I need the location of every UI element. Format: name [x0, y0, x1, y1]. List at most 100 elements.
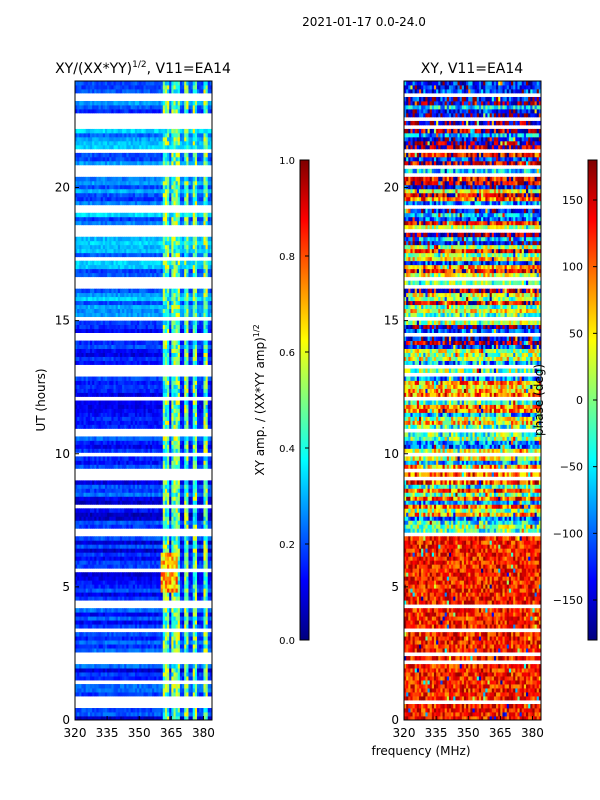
heatmap-cell: [162, 716, 166, 721]
heatmap-cell: [179, 488, 183, 493]
heatmap-cell: [199, 632, 202, 637]
heatmap-cell: [113, 688, 117, 693]
heatmap-cell: [184, 488, 187, 493]
heatmap-cell: [92, 668, 95, 673]
heatmap-cell: [89, 552, 93, 557]
heatmap-cell: [182, 448, 185, 453]
heatmap-cell: [104, 480, 108, 485]
heatmap-cell: [122, 716, 125, 721]
heatmap-cell: [126, 692, 129, 697]
heatmap-cell: [85, 688, 89, 693]
heatmap-cell: [132, 592, 136, 597]
heatmap-cell: [134, 536, 138, 541]
heatmap-cell: [83, 444, 87, 449]
heatmap-cell: [164, 676, 168, 681]
heatmap-cell: [109, 632, 112, 637]
heatmap-cell: [197, 684, 200, 689]
heatmap-cell: [132, 580, 136, 585]
heatmap-cell: [199, 588, 202, 593]
heatmap-cell: [75, 676, 78, 681]
heatmap-cell: [167, 544, 170, 549]
heatmap-cell: [102, 676, 106, 681]
heatmap-cell: [134, 692, 138, 697]
heatmap-cell: [143, 616, 147, 621]
heatmap-cell: [77, 632, 80, 637]
heatmap-cell: [169, 488, 172, 493]
heatmap-cell: [158, 524, 162, 529]
heatmap-cell: [147, 712, 151, 717]
heatmap-cell: [177, 632, 181, 637]
heatmap-cell: [79, 624, 82, 629]
heatmap-cell: [104, 464, 108, 469]
heatmap-cell: [145, 596, 149, 601]
heatmap-cell: [171, 460, 174, 465]
heatmap-cell: [171, 540, 174, 545]
heatmap-cell: [158, 520, 162, 525]
heatmap-cell: [171, 544, 174, 549]
heatmap-cell: [92, 508, 95, 513]
heatmap-cell: [130, 464, 134, 469]
heatmap-cell: [94, 496, 97, 501]
heatmap-cell: [139, 616, 142, 621]
heatmap-cell: [111, 668, 114, 673]
heatmap-cell: [173, 616, 177, 621]
heatmap-cell: [173, 712, 177, 717]
heatmap-cell: [175, 620, 179, 625]
heatmap-cell: [194, 684, 198, 689]
heatmap-cell: [83, 520, 87, 525]
heatmap-cell: [164, 712, 168, 717]
heatmap-cell: [77, 636, 80, 641]
heatmap-cell: [203, 520, 206, 525]
heatmap-cell: [192, 508, 196, 513]
heatmap-cell: [177, 712, 181, 717]
heatmap-cell: [83, 580, 87, 585]
heatmap-cell: [107, 684, 110, 689]
heatmap-cell: [134, 684, 138, 689]
heatmap-cell: [169, 712, 172, 717]
heatmap-cell: [85, 500, 89, 505]
heatmap-cell: [96, 488, 99, 493]
heatmap-cell: [117, 576, 121, 581]
heatmap-cell: [100, 556, 104, 561]
heatmap-cell: [171, 616, 174, 621]
heatmap-cell: [188, 608, 191, 613]
heatmap-cell: [164, 612, 168, 617]
heatmap-cell: [164, 480, 168, 485]
heatmap-cell: [128, 612, 132, 617]
heatmap-cell: [130, 540, 134, 545]
heatmap-cell: [124, 676, 127, 681]
heatmap-cell: [186, 664, 189, 669]
heatmap-cell: [158, 648, 162, 653]
heatmap-cell: [171, 576, 174, 581]
heatmap-cell: [109, 552, 112, 557]
heatmap-cell: [113, 616, 117, 621]
heatmap-cell: [197, 664, 200, 669]
heatmap-cell: [160, 632, 164, 637]
heatmap-cell: [119, 616, 123, 621]
heatmap-cell: [182, 464, 185, 469]
heatmap-cell: [109, 524, 112, 529]
heatmap-cell: [192, 512, 196, 517]
heatmap-cell: [190, 516, 194, 521]
heatmap-cell: [117, 668, 121, 673]
heatmap-cell: [100, 612, 104, 617]
heatmap-cell: [115, 536, 119, 541]
heatmap-cell: [75, 588, 78, 593]
heatmap-cell: [175, 688, 179, 693]
heatmap-cell: [128, 460, 132, 465]
heatmap-cell: [98, 564, 102, 569]
heatmap-cell: [192, 496, 196, 501]
heatmap-cell: [115, 672, 119, 677]
heatmap-cell: [100, 688, 104, 693]
heatmap-cell: [209, 716, 213, 721]
heatmap-cell: [186, 480, 189, 485]
heatmap-cell: [149, 676, 153, 681]
heatmap-cell: [156, 588, 159, 593]
heatmap-cell: [98, 556, 102, 561]
heatmap-cell: [102, 668, 106, 673]
heatmap-cell: [134, 460, 138, 465]
heatmap-cell: [81, 632, 84, 637]
heatmap-cell: [205, 672, 209, 677]
heatmap-cell: [134, 456, 138, 461]
heatmap-cell: [75, 688, 78, 693]
